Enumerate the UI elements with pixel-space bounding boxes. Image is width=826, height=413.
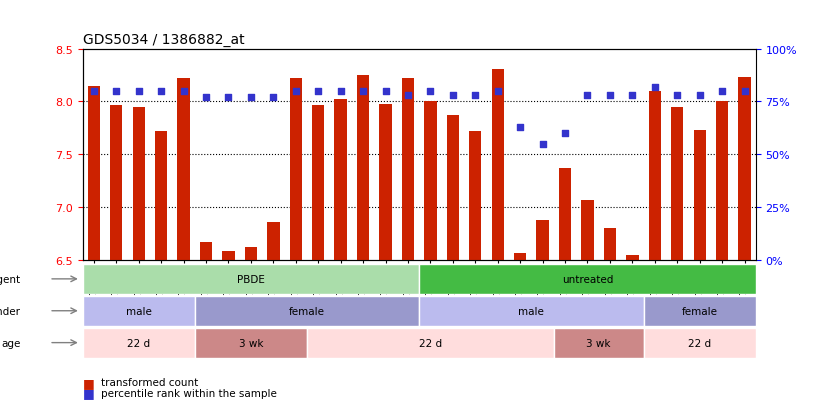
Bar [420, 264, 756, 294]
Point [738, 88, 751, 95]
Point [379, 88, 392, 95]
Point [693, 93, 706, 99]
Bar [88, 86, 100, 260]
Bar [195, 328, 307, 358]
Text: 22 d: 22 d [419, 338, 442, 348]
Bar [307, 328, 554, 358]
Point [715, 88, 729, 95]
Bar [694, 131, 706, 260]
Point [671, 93, 684, 99]
Bar [335, 100, 347, 260]
Point [88, 88, 101, 95]
Bar [425, 102, 437, 260]
Bar [83, 328, 195, 358]
Bar [401, 79, 414, 260]
Bar [738, 78, 751, 260]
Point [311, 88, 325, 95]
Point [603, 93, 616, 99]
Point [514, 124, 527, 131]
Point [132, 88, 145, 95]
Bar [357, 76, 369, 260]
Point [626, 93, 639, 99]
Bar [132, 107, 145, 260]
Bar [469, 132, 482, 260]
Point [648, 84, 662, 91]
Point [558, 131, 572, 137]
Point [536, 141, 549, 148]
Point [222, 95, 235, 101]
Point [581, 93, 594, 99]
Bar [643, 296, 756, 326]
Bar [604, 229, 616, 260]
Point [446, 93, 459, 99]
Text: agent: agent [0, 274, 21, 284]
Bar [195, 296, 420, 326]
Point [424, 88, 437, 95]
Bar [200, 242, 212, 260]
Bar [671, 107, 683, 260]
Point [334, 88, 347, 95]
Point [267, 95, 280, 101]
Bar [559, 169, 572, 260]
Bar [83, 264, 420, 294]
Point [468, 93, 482, 99]
Text: male: male [126, 306, 152, 316]
Point [110, 88, 123, 95]
Bar [582, 200, 594, 260]
Bar [626, 255, 638, 260]
Bar [536, 220, 548, 260]
Bar [110, 105, 122, 260]
Bar [379, 104, 392, 260]
Text: 3 wk: 3 wk [586, 338, 611, 348]
Bar [222, 252, 235, 260]
Bar [83, 296, 195, 326]
Text: 22 d: 22 d [688, 338, 711, 348]
Bar [244, 247, 257, 260]
Bar [648, 92, 661, 260]
Text: ■: ■ [83, 376, 94, 389]
Text: male: male [519, 306, 544, 316]
Text: 3 wk: 3 wk [239, 338, 263, 348]
Point [177, 88, 190, 95]
Bar [155, 132, 168, 260]
Bar [491, 69, 504, 260]
Point [289, 88, 302, 95]
Text: female: female [681, 306, 718, 316]
Text: gender: gender [0, 306, 21, 316]
Point [357, 88, 370, 95]
Bar [554, 328, 643, 358]
Text: percentile rank within the sample: percentile rank within the sample [101, 388, 277, 398]
Text: GDS5034 / 1386882_at: GDS5034 / 1386882_at [83, 33, 244, 47]
Bar [267, 222, 279, 260]
Point [199, 95, 212, 101]
Text: untreated: untreated [562, 274, 613, 284]
Text: 22 d: 22 d [127, 338, 150, 348]
Bar [514, 254, 526, 260]
Text: female: female [289, 306, 325, 316]
Bar [447, 116, 459, 260]
Bar [290, 79, 302, 260]
Point [491, 88, 505, 95]
Bar [643, 328, 756, 358]
Text: PBDE: PBDE [237, 274, 265, 284]
Point [244, 95, 258, 101]
Text: transformed count: transformed count [101, 377, 198, 387]
Bar [716, 102, 729, 260]
Text: age: age [2, 338, 21, 348]
Bar [178, 79, 190, 260]
Point [401, 93, 415, 99]
Text: ■: ■ [83, 386, 94, 399]
Bar [420, 296, 643, 326]
Bar [312, 105, 325, 260]
Point [154, 88, 168, 95]
